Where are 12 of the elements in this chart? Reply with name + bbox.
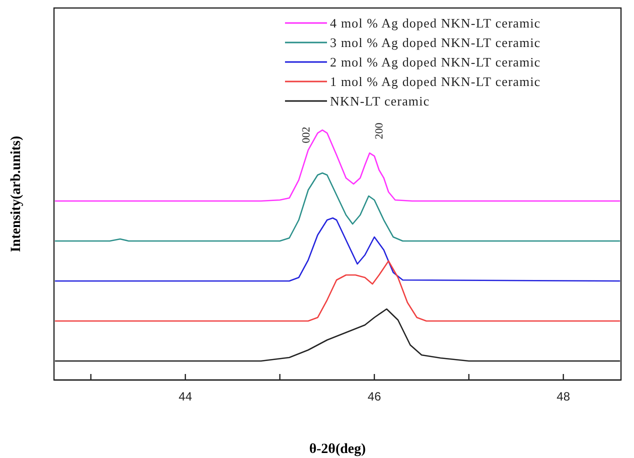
legend-label: 4 mol % Ag doped NKN-LT ceramic (330, 16, 541, 31)
x-tick-label: 48 (556, 390, 570, 404)
legend-label: 3 mol % Ag doped NKN-LT ceramic (330, 35, 541, 50)
x-tick-label: 46 (368, 390, 382, 404)
legend-label: 1 mol % Ag doped NKN-LT ceramic (330, 74, 541, 90)
legend-label: NKN-LT ceramic (330, 94, 430, 109)
annotation: 200 (374, 122, 386, 140)
x-axis-title: θ-2θ(deg) (309, 442, 366, 457)
x-tick-label: 44 (178, 390, 192, 404)
legend-label: 2 mol % Ag doped NKN-LT ceramic (330, 54, 541, 70)
y-axis-title: Intensity(arb.units) (9, 136, 24, 252)
annotation: 002 (300, 126, 313, 144)
